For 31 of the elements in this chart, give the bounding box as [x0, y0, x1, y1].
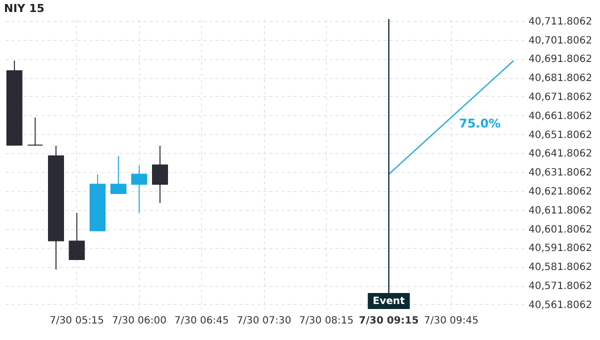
candlestick	[152, 145, 168, 204]
y-tick-label: 40,571.8062	[528, 281, 592, 292]
y-tick-label: 40,631.8062	[528, 168, 592, 179]
y-tick-label: 40,601.8062	[528, 224, 592, 236]
chart-title: NIY 15	[4, 2, 44, 15]
y-tick-label: 40,701.8062	[528, 35, 592, 46]
x-tick-label: 7/30 06:00	[112, 316, 166, 326]
y-tick-label: 40,621.8062	[528, 186, 592, 198]
ref-line-label: Event	[372, 296, 406, 307]
x-tick-label: 7/30 05:15	[50, 316, 104, 326]
y-tick-label: 40,591.8062	[528, 243, 592, 254]
x-tick-label: 7/30 07:30	[236, 316, 292, 326]
candlestick	[68, 212, 85, 260]
y-tick-label: 40,671.8062	[528, 92, 592, 103]
y-tick-label: 40,691.8062	[528, 54, 592, 66]
candlestick	[131, 164, 148, 214]
x-tick-label: 7/30 09:15	[358, 316, 419, 326]
candlestick	[110, 156, 126, 195]
x-tick-label: 7/30 08:15	[299, 316, 354, 326]
x-tick-label: 7/30 06:45	[174, 316, 229, 326]
y-tick-label: 40,661.8062	[528, 110, 592, 122]
candlestick	[27, 116, 44, 146]
annotation: 75.0%	[458, 116, 501, 130]
y-tick-label: 40,681.8062	[528, 73, 592, 84]
y-tick-label: 40,651.8062	[528, 130, 592, 141]
y-tick-label: 40,711.8062	[528, 16, 592, 28]
y-tick-label: 40,581.8062	[528, 262, 592, 274]
y-tick-label: 40,641.8062	[528, 148, 592, 160]
x-tick-label: 7/30 09:45	[424, 316, 478, 326]
y-tick-label: 40,561.8062	[528, 300, 592, 311]
y-tick-label: 40,611.8062	[528, 205, 592, 216]
